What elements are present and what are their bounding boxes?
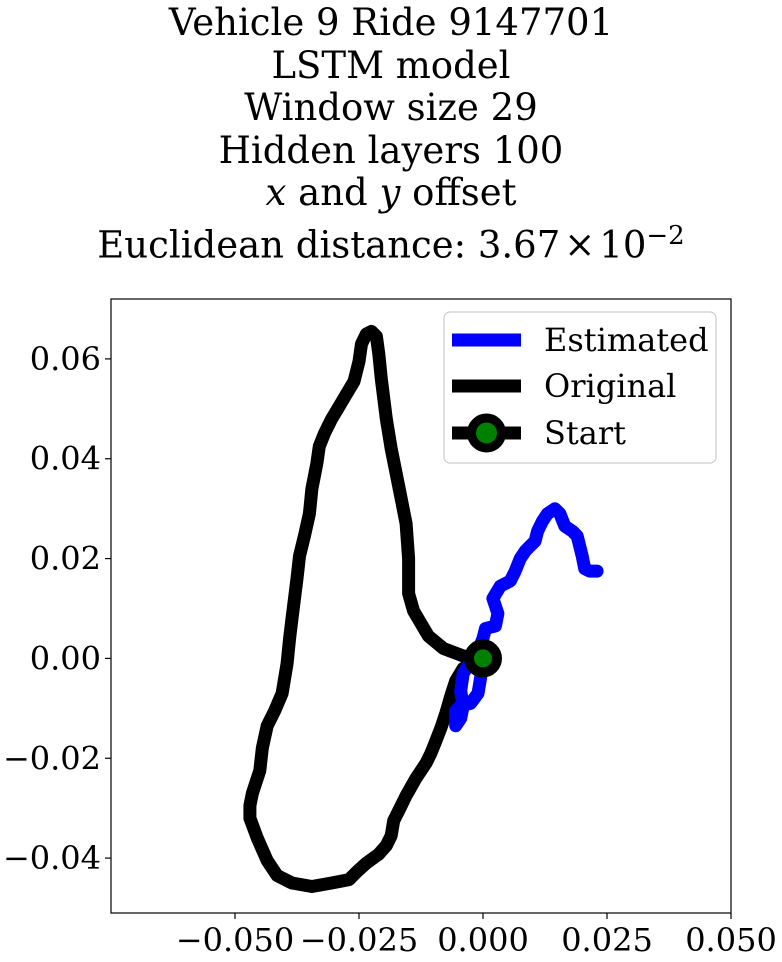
start-marker [464,639,502,678]
estimated-series-line [449,502,604,733]
legend-start-marker [467,413,506,453]
title-distance-line: Euclidean distance: 3.67 × 10−2 [0,215,782,267]
title-offset-and: and [286,171,380,214]
title-hidden-line: Hidden layers 100 [218,128,564,172]
x-axis: −0.050 −0.025 0.000 0.025 0.050 [176,913,777,959]
y-tick-label: 0.00 [30,639,101,677]
legend-original-label: Original [544,367,676,405]
y-axis: −0.04 −0.02 0.00 0.02 0.04 0.06 [3,340,111,877]
x-tick-label: 0.025 [561,921,653,959]
title-distance-base: 10 [599,222,647,266]
x-tick-label: 0.000 [437,921,529,959]
title-offset-rest: offset [400,171,517,214]
plot-series-group [243,324,604,893]
x-tick-label: −0.050 [176,921,294,959]
legend: Estimated Original Start [443,311,717,464]
y-tick-label: −0.04 [3,839,101,877]
x-tick-label: −0.025 [300,921,418,959]
title-vehicle-line: Vehicle 9 Ride 9147701 [168,1,614,44]
title-offset-x: x [265,171,287,214]
title-distance-exponent: −2 [646,220,685,251]
x-tick-label: 0.050 [685,921,777,959]
y-tick-label: 0.06 [30,340,101,378]
y-tick-label: 0.02 [30,540,101,578]
title-distance-prefix: Euclidean distance: [97,222,478,266]
title-distance-times: × [564,222,596,266]
title-offset-line: x and y offset [0,171,782,215]
chart-title: Vehicle 9 Ride 9147701 LSTM model Window… [0,0,782,266]
title-model-line: LSTM model [271,43,511,87]
legend-box [443,311,717,464]
original-series-line [243,324,490,893]
title-offset-y: y [379,171,401,214]
title-window-line: Window size 29 [244,86,538,129]
y-tick-label: 0.04 [30,440,101,478]
title-distance-mantissa: 3.67 [477,222,561,266]
y-tick-label: −0.02 [3,739,101,777]
legend-estimated-label: Estimated [544,321,709,359]
legend-start-label: Start [544,414,626,452]
